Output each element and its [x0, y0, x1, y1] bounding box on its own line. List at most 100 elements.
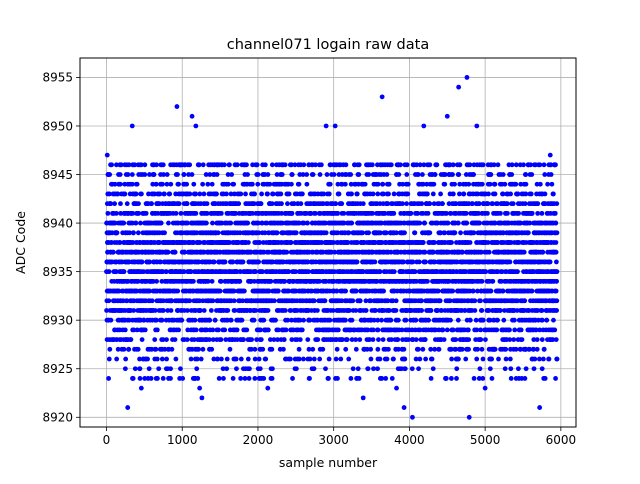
- data-point: [335, 211, 340, 216]
- data-point: [160, 182, 165, 187]
- data-point: [166, 221, 171, 226]
- data-point: [170, 347, 175, 352]
- data-point: [145, 357, 150, 362]
- data-point: [474, 357, 479, 362]
- data-point: [241, 337, 246, 342]
- data-point: [312, 366, 317, 371]
- data-point: [433, 172, 438, 177]
- data-point: [238, 376, 243, 381]
- data-point: [445, 327, 450, 332]
- data-point: [319, 162, 324, 167]
- data-point: [457, 192, 462, 197]
- data-point: [358, 298, 363, 303]
- data-point: [375, 347, 380, 352]
- data-point: [270, 376, 275, 381]
- data-point: [194, 366, 199, 371]
- data-point: [392, 269, 397, 274]
- data-point: [456, 357, 461, 362]
- data-point: [179, 211, 184, 216]
- data-point: [369, 357, 374, 362]
- data-point: [107, 269, 112, 274]
- data-point: [394, 308, 399, 313]
- data-point: [152, 172, 157, 177]
- data-point: [416, 347, 421, 352]
- data-point: [245, 172, 250, 177]
- data-point: [276, 289, 281, 294]
- data-point: [180, 376, 185, 381]
- data-point: [363, 182, 368, 187]
- data-point: [305, 337, 310, 342]
- data-point: [253, 347, 258, 352]
- data-point: [288, 357, 293, 362]
- data-point: [259, 192, 264, 197]
- data-point: [473, 308, 478, 313]
- data-point: [232, 298, 237, 303]
- data-point: [138, 366, 143, 371]
- data-point: [193, 192, 198, 197]
- data-point: [400, 201, 405, 206]
- data-point: [167, 192, 172, 197]
- data-point: [327, 192, 332, 197]
- data-point: [304, 182, 309, 187]
- data-point: [426, 211, 431, 216]
- data-point: [346, 357, 351, 362]
- data-point: [126, 172, 131, 177]
- data-point: [298, 201, 303, 206]
- data-point: [142, 162, 147, 167]
- data-point: [323, 366, 328, 371]
- data-point: [109, 318, 114, 323]
- data-point: [414, 337, 419, 342]
- data-point: [107, 172, 112, 177]
- data-point: [118, 182, 123, 187]
- data-point: [155, 376, 160, 381]
- data-point: [464, 211, 469, 216]
- data-point: [107, 357, 112, 362]
- data-point: [196, 347, 201, 352]
- data-point: [205, 182, 210, 187]
- data-point: [162, 230, 167, 235]
- data-point: [201, 347, 206, 352]
- data-point: [107, 298, 112, 303]
- data-point: [463, 357, 468, 362]
- data-point: [466, 337, 471, 342]
- data-point: [450, 172, 455, 177]
- data-point: [425, 279, 430, 284]
- data-point: [412, 230, 417, 235]
- data-point: [366, 230, 371, 235]
- data-point: [278, 192, 283, 197]
- data-point: [404, 172, 409, 177]
- data-point: [283, 308, 288, 313]
- data-point: [275, 230, 280, 235]
- data-point: [109, 162, 114, 167]
- data-point: [225, 357, 230, 362]
- data-point: [156, 366, 161, 371]
- data-point: [419, 201, 424, 206]
- data-point: [453, 337, 458, 342]
- data-point: [129, 337, 134, 342]
- data-point: [354, 347, 359, 352]
- data-point: [398, 162, 403, 167]
- data-point: [391, 357, 396, 362]
- data-point: [164, 337, 169, 342]
- data-point: [271, 192, 276, 197]
- data-point: [130, 172, 135, 177]
- data-point: [210, 221, 215, 226]
- data-point: [243, 192, 248, 197]
- data-point: [135, 182, 140, 187]
- data-point: [143, 327, 148, 332]
- data-point: [378, 357, 383, 362]
- data-point: [154, 162, 159, 167]
- data-point: [294, 230, 299, 235]
- data-point: [218, 289, 223, 294]
- data-point: [261, 376, 266, 381]
- data-point: [318, 172, 323, 177]
- data-point: [370, 162, 375, 167]
- data-point: [114, 357, 119, 362]
- data-point: [210, 279, 215, 284]
- data-point: [449, 376, 454, 381]
- data-point: [438, 298, 443, 303]
- data-point: [154, 182, 159, 187]
- data-point: [121, 221, 126, 226]
- data-point: [375, 366, 380, 371]
- data-point: [112, 201, 117, 206]
